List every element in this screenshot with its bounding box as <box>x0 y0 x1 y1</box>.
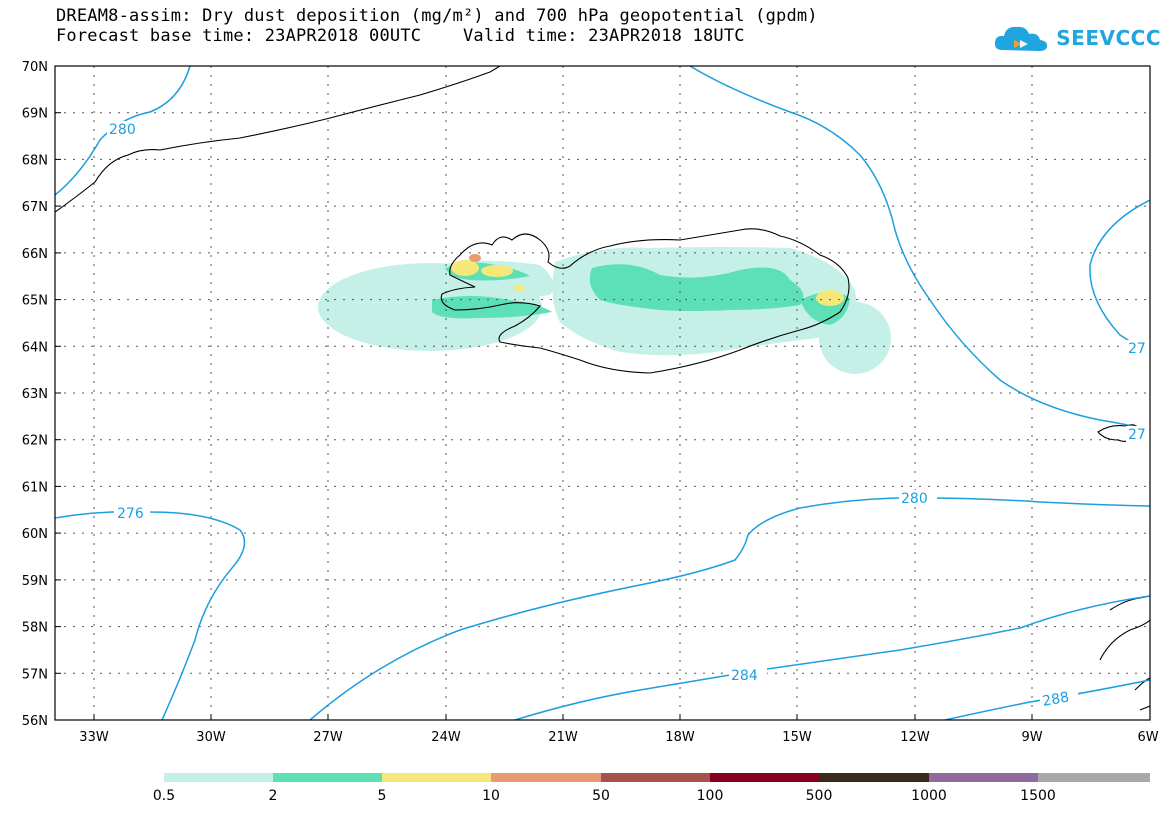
lat-label: 68N <box>22 153 48 168</box>
lon-label: 24W <box>431 730 461 745</box>
lon-label: 15W <box>782 730 812 745</box>
lat-label: 65N <box>22 294 48 309</box>
contour-label-288: 288 <box>1041 689 1070 709</box>
legend-label: 50 <box>592 788 610 804</box>
dust-hotspot-nw-high <box>469 254 481 262</box>
contour-288-se <box>944 679 1150 720</box>
lon-label: 21W <box>548 730 578 745</box>
contour-labels: 280 276 280 284 288 27 27 <box>107 121 1150 710</box>
cloud-icon <box>995 26 1048 51</box>
legend-swatch <box>601 773 711 782</box>
legend-label: 100 <box>697 788 724 804</box>
lon-label: 33W <box>79 730 109 745</box>
lon-label: 12W <box>900 730 930 745</box>
legend-label: 1000 <box>911 788 947 804</box>
map-plot-area <box>55 66 1150 720</box>
geopotential-contours <box>55 66 1150 720</box>
lat-label: 61N <box>22 480 48 495</box>
lon-label: 6W <box>1137 730 1158 745</box>
lat-label: 60N <box>22 527 48 542</box>
lon-label: 18W <box>665 730 695 745</box>
legend-swatch <box>710 773 820 782</box>
contour-label-27-e: 27 <box>1128 341 1146 357</box>
lon-label: 30W <box>196 730 226 745</box>
lon-label: 9W <box>1021 730 1042 745</box>
dust-hotspot-nw <box>451 260 479 276</box>
contour-label-276-sw: 276 <box>117 506 144 522</box>
lat-label: 59N <box>22 574 48 589</box>
legend-swatch <box>273 773 383 782</box>
axis-ticks <box>55 65 1033 720</box>
greenland-coast <box>55 66 501 213</box>
seevccc-logo: SEEVCCC <box>992 20 1161 56</box>
contour-276-ne <box>689 66 1150 431</box>
legend-label: 5 <box>378 788 387 804</box>
legend-swatch <box>382 773 492 782</box>
lat-label: 66N <box>22 247 48 262</box>
legend-swatch <box>819 773 930 782</box>
legend-label: 500 <box>806 788 833 804</box>
lon-label: 27W <box>313 730 343 745</box>
contour-label-27-se: 27 <box>1128 427 1146 443</box>
title-line-1: DREAM8-assim: Dry dust deposition (mg/m²… <box>56 6 818 26</box>
longitude-labels: 33W 30W 27W 24W 21W 18W 15W 12W 9W 6W <box>79 730 1158 745</box>
contour-label-284: 284 <box>731 668 758 684</box>
dust-hotspot-east <box>816 290 844 306</box>
legend-label: 2 <box>269 788 278 804</box>
legend-label: 10 <box>482 788 500 804</box>
contour-label-280-nw: 280 <box>109 122 136 138</box>
legend-label: 1500 <box>1020 788 1056 804</box>
lat-label: 62N <box>22 434 48 449</box>
coastlines <box>55 66 1150 711</box>
legend-swatch <box>929 773 1039 782</box>
lat-label: 56N <box>22 714 48 729</box>
contour-280-s <box>309 497 1150 720</box>
map-grid <box>55 66 1150 720</box>
legend-swatch <box>491 773 602 782</box>
legend-label: 0.5 <box>153 788 175 804</box>
lat-label: 69N <box>22 107 48 122</box>
logo-text: SEEVCCC <box>1056 26 1161 50</box>
dust-hotspot-w <box>481 265 513 277</box>
lat-label: 70N <box>22 60 48 75</box>
dust-hotspot-small <box>513 285 525 291</box>
color-legend <box>164 773 1150 782</box>
latitude-labels: 70N 69N 68N 67N 66N 65N 64N 63N 62N 61N … <box>22 60 48 729</box>
legend-swatch <box>164 773 274 782</box>
contour-284-s <box>514 595 1150 720</box>
lat-label: 64N <box>22 340 48 355</box>
contour-label-280-s: 280 <box>901 491 928 507</box>
lat-label: 58N <box>22 621 48 636</box>
iceland-coast <box>440 228 850 374</box>
scotland-coast <box>1099 595 1150 711</box>
lat-label: 67N <box>22 200 48 215</box>
map-title: DREAM8-assim: Dry dust deposition (mg/m²… <box>56 6 818 46</box>
lat-label: 57N <box>22 667 48 682</box>
lat-label: 63N <box>22 387 48 402</box>
title-line-2: Forecast base time: 23APR2018 00UTC Vali… <box>56 26 745 46</box>
legend-labels: 0.5 2 5 10 50 100 500 1000 1500 <box>153 788 1056 804</box>
legend-swatch <box>1038 773 1150 782</box>
